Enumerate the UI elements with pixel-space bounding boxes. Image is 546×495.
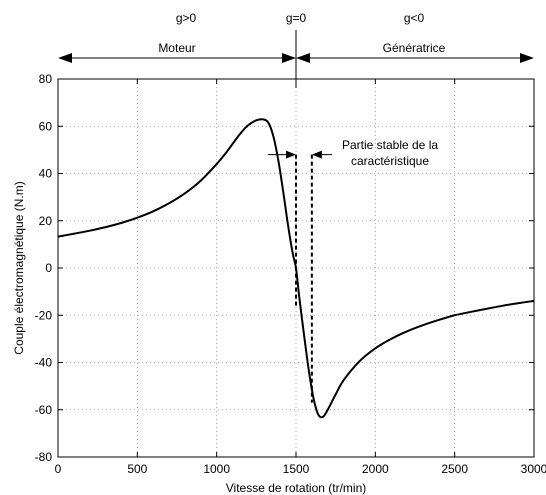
y-axis-label: Couple électromagnétique (N.m)	[12, 181, 26, 354]
stable-region-arrowhead-left	[286, 150, 296, 159]
y-tick-label: -80	[35, 450, 53, 464]
y-tick-label: 20	[39, 214, 53, 228]
y-tick-label: 0	[45, 261, 52, 275]
stable-region-arrowhead-right	[311, 150, 322, 159]
y-tick-label: -60	[35, 403, 53, 417]
generator-arrowhead-left	[296, 53, 310, 63]
torque-speed-curve	[57, 118, 535, 419]
motor-arrowhead-right	[282, 53, 296, 63]
region-label-g-pos: g>0	[176, 11, 197, 25]
generator-label: Génératrice	[383, 41, 446, 55]
annotation-line2: caractéristique	[351, 154, 429, 168]
region-label-g-zero: g=0	[286, 11, 307, 25]
x-axis-label: Vitesse de rotation (tr/min)	[226, 481, 367, 495]
y-tick-label: 80	[39, 72, 53, 86]
y-tick-label: 60	[39, 119, 53, 133]
x-tick-label: 3000	[521, 462, 546, 476]
annotation-line1: Partie stable de la	[342, 138, 438, 152]
tick-labels: 0 500 1000 1500 2000 2500 3000 -80 -60 -40 -20 0 20 4…	[35, 72, 546, 476]
x-tick-label: 2500	[441, 462, 468, 476]
x-tick-label: 500	[127, 462, 147, 476]
x-tick-label: 1500	[283, 462, 310, 476]
x-tick-label: 0	[55, 462, 62, 476]
generator-arrowhead-right	[520, 53, 534, 63]
motor-arrowhead-left	[58, 53, 72, 63]
x-tick-label: 1000	[203, 462, 230, 476]
y-tick-label: 40	[39, 167, 53, 181]
y-tick-label: -40	[35, 356, 53, 370]
motor-label: Moteur	[158, 41, 195, 55]
x-tick-label: 2000	[362, 462, 389, 476]
region-label-g-neg: g<0	[404, 11, 425, 25]
y-tick-label: -20	[35, 308, 53, 322]
